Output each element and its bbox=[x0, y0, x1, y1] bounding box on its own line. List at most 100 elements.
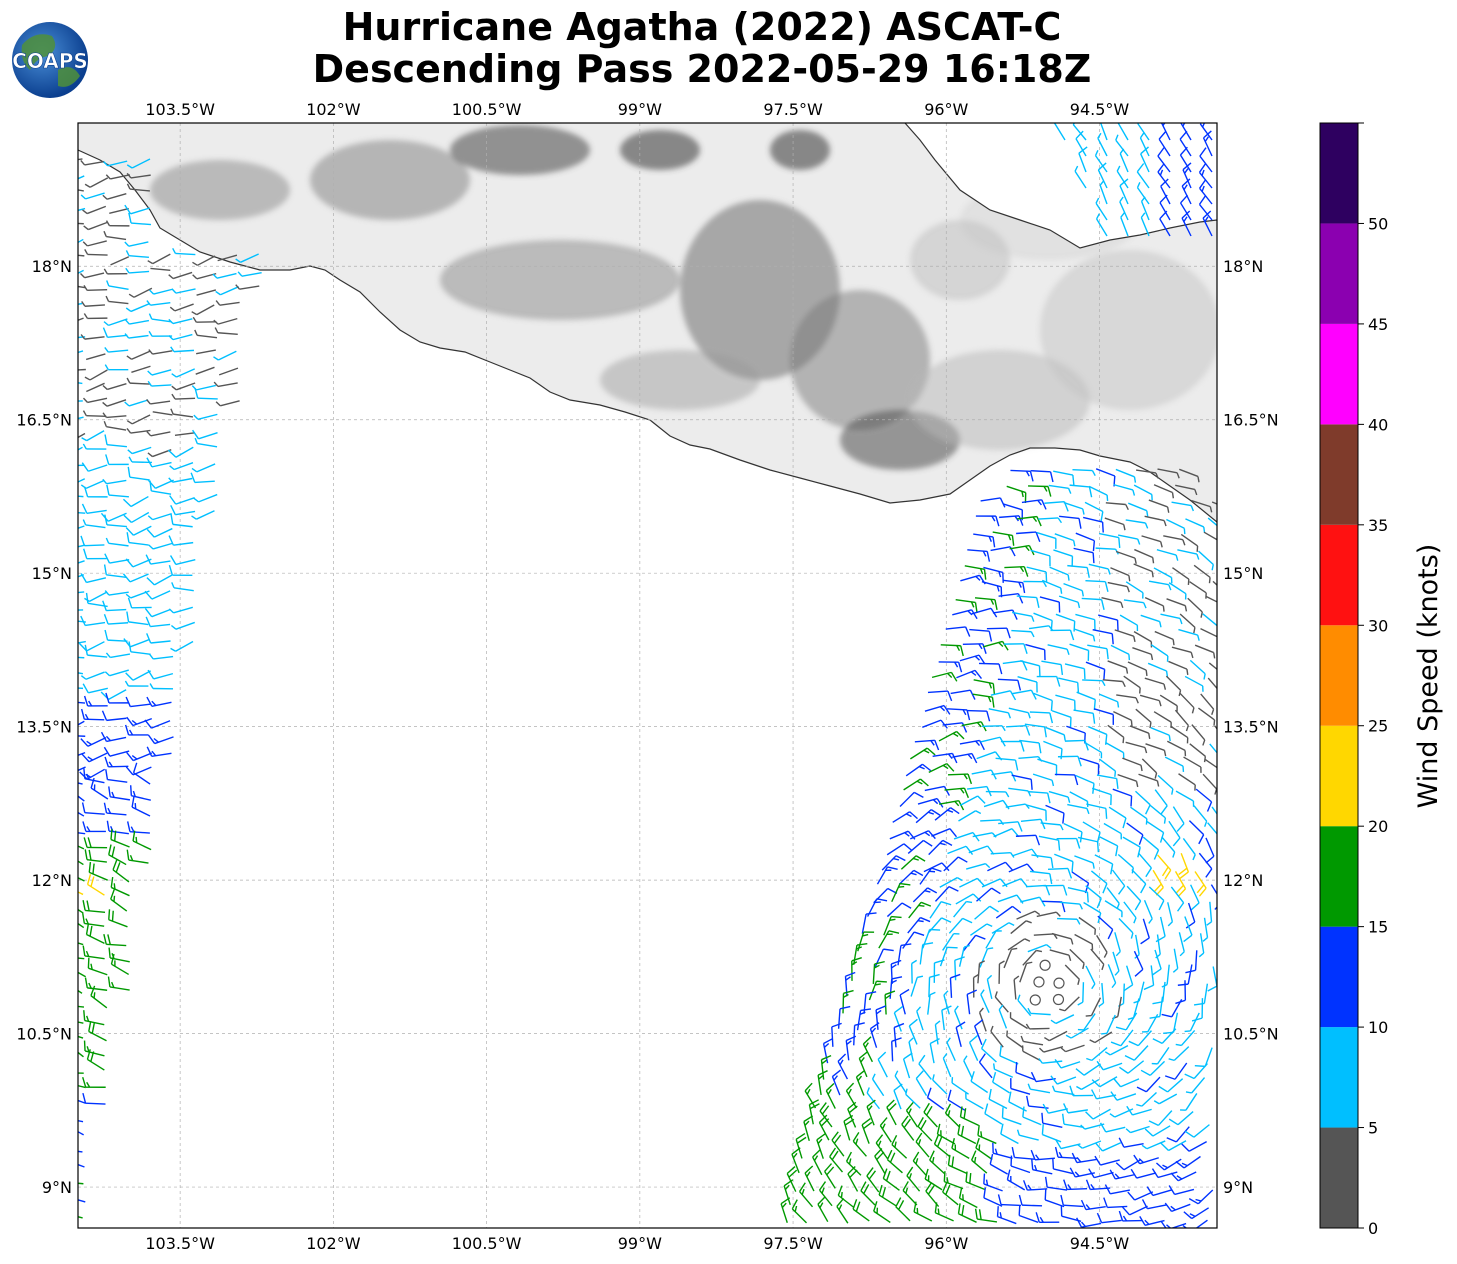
wind-barb bbox=[1123, 901, 1137, 924]
wind-barb bbox=[108, 786, 131, 801]
wind-barb bbox=[1198, 933, 1205, 958]
wind-barb bbox=[986, 974, 993, 1000]
wind-barb bbox=[1124, 1045, 1149, 1061]
wind-barb bbox=[1053, 549, 1074, 567]
wind-barb bbox=[1044, 1030, 1068, 1042]
wind-barb bbox=[1128, 502, 1149, 517]
wind-barb bbox=[144, 590, 171, 600]
wind-barb bbox=[146, 696, 172, 707]
wind-barb bbox=[945, 626, 971, 637]
wind-barb bbox=[1036, 911, 1061, 918]
wind-barb bbox=[791, 1199, 808, 1224]
wind-barb bbox=[1149, 804, 1167, 824]
wind-barb bbox=[980, 497, 1006, 508]
wind-barb bbox=[78, 942, 84, 946]
wind-barb bbox=[1166, 598, 1188, 612]
wind-barb bbox=[1161, 999, 1183, 1018]
wind-barb bbox=[1096, 934, 1108, 958]
wind-barb bbox=[147, 253, 171, 265]
wind-barb bbox=[104, 590, 129, 596]
wind-barb bbox=[1167, 902, 1174, 927]
wind-barb bbox=[1098, 758, 1117, 777]
wind-barb bbox=[1019, 961, 1033, 983]
wind-barb bbox=[1140, 614, 1162, 628]
wind-barb bbox=[1087, 644, 1109, 660]
wind-barb bbox=[1141, 1199, 1168, 1210]
wind-barb bbox=[1052, 1158, 1074, 1175]
wind-barb bbox=[85, 353, 106, 361]
wind-barb bbox=[1016, 515, 1042, 527]
wind-barb bbox=[837, 1053, 849, 1080]
wind-barb bbox=[866, 1087, 881, 1110]
wind-barb bbox=[861, 1117, 873, 1144]
wind-barb bbox=[1097, 132, 1108, 157]
wind-barb bbox=[962, 643, 987, 654]
wind-barb bbox=[148, 349, 173, 355]
wind-barb bbox=[83, 837, 108, 849]
wind-barb bbox=[1075, 1063, 1102, 1076]
wind-barb bbox=[1104, 1184, 1130, 1195]
wind-barb bbox=[1144, 1125, 1171, 1137]
wind-barb bbox=[951, 1137, 970, 1159]
wind-barb bbox=[171, 582, 194, 592]
wind-barb bbox=[1084, 501, 1104, 522]
wind-barbs bbox=[78, 123, 1217, 1228]
wind-barb bbox=[927, 991, 936, 1015]
wind-barb bbox=[1020, 1035, 1044, 1046]
wind-barb bbox=[1054, 1058, 1081, 1069]
wind-barb bbox=[912, 887, 938, 903]
wind-barb bbox=[82, 410, 107, 418]
wind-barb bbox=[966, 709, 991, 722]
wind-barb bbox=[191, 510, 215, 520]
wind-barb bbox=[1136, 469, 1159, 479]
wind-barb bbox=[860, 1181, 876, 1206]
wind-barb bbox=[213, 350, 237, 361]
wind-barb bbox=[1088, 485, 1109, 501]
wind-barb bbox=[843, 1114, 855, 1141]
wind-barb bbox=[1156, 549, 1179, 561]
wind-barb bbox=[78, 1084, 86, 1089]
wind-barb bbox=[103, 802, 127, 816]
wind-barb bbox=[1107, 660, 1129, 674]
colorbar-tick-label: 50 bbox=[1368, 214, 1388, 233]
wind-barb bbox=[1015, 834, 1041, 846]
wind-barb bbox=[871, 1073, 885, 1097]
lon-tick-label-top: 103.5°W bbox=[145, 100, 215, 119]
wind-barb bbox=[1078, 916, 1096, 935]
wind-barb bbox=[872, 960, 885, 985]
wind-barb bbox=[978, 662, 1003, 675]
lon-tick-label-bottom: 103.5°W bbox=[145, 1234, 215, 1253]
wind-barb bbox=[146, 746, 172, 757]
wind-barb bbox=[126, 821, 150, 834]
wind-barb bbox=[886, 843, 913, 856]
colorbar-tick-label: 5 bbox=[1368, 1119, 1378, 1138]
wind-barb bbox=[1088, 1168, 1114, 1179]
wind-barb bbox=[1144, 597, 1165, 612]
wind-barb bbox=[878, 930, 900, 949]
wind-barb bbox=[1022, 949, 1043, 966]
wind-barb bbox=[1179, 613, 1196, 634]
wind-barb bbox=[980, 1038, 997, 1063]
wind-barb bbox=[1055, 1139, 1081, 1150]
wind-barb bbox=[947, 1154, 968, 1175]
wind-barb bbox=[212, 272, 237, 279]
wind-barb bbox=[1095, 197, 1108, 221]
lon-tick-label-top: 97.5°W bbox=[763, 100, 823, 119]
wind-barb bbox=[196, 289, 217, 296]
wind-barb bbox=[942, 1182, 959, 1206]
wind-barb bbox=[1166, 1126, 1190, 1143]
wind-barb bbox=[923, 1102, 938, 1128]
wind-barb bbox=[908, 1018, 918, 1045]
wind-barb bbox=[1053, 123, 1066, 141]
wind-barb bbox=[1036, 675, 1061, 687]
wind-barb bbox=[1164, 756, 1185, 772]
wind-barb bbox=[78, 1216, 83, 1219]
wind-barb bbox=[976, 887, 1001, 902]
wind-barb bbox=[931, 828, 958, 838]
wind-barb bbox=[1178, 932, 1185, 957]
wind-barb bbox=[126, 158, 151, 169]
wind-barb bbox=[942, 1053, 952, 1078]
colorbar: 0 5 10 15 20 25 30 35 40 45 50 Wind Speed (knots) bbox=[1319, 122, 1444, 1238]
wind-barb bbox=[1032, 773, 1055, 787]
wind-barb bbox=[836, 1198, 849, 1224]
